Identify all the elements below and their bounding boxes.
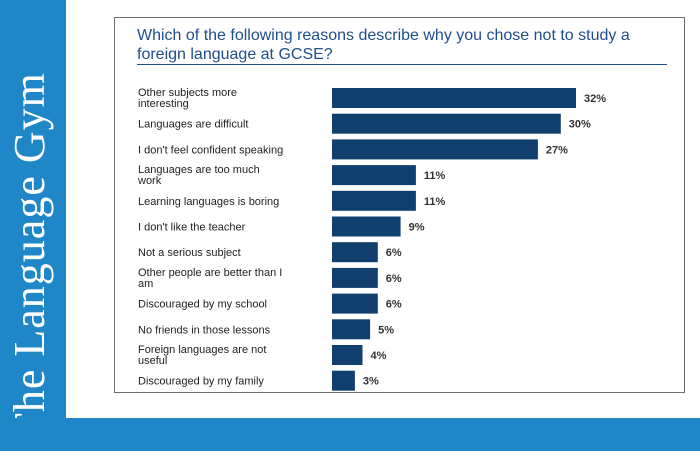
bar-7 [332,267,378,288]
category-label-2: I don't feel confident speaking [138,144,283,156]
bar-1 [332,113,561,134]
category-label-11: Discouraged by my family [138,376,264,388]
bar-chart: 32% Other subjects more interesting 30% Lang… [137,87,606,391]
brand-sidebar: The Language Gym [0,0,66,451]
title-divider [137,64,667,65]
category-label-1: Languages are difficult [138,119,249,131]
bottom-band [0,418,700,451]
bar-6 [332,242,378,263]
category-label-0: Other subjects more interesting [138,87,237,110]
bar-10 [332,345,363,365]
bar-4 [332,190,416,211]
category-label-10: Foreign languages are not useful [138,344,266,367]
category-label-3: Languages are too much work [137,164,260,187]
data-label-6: 6% [386,247,402,259]
bar-11 [332,370,355,391]
data-label-5: 9% [409,222,425,234]
brand-title: The Language Gym [5,72,54,440]
data-label-1: 30% [569,119,591,131]
category-label-5: I don't like the teacher [138,222,246,234]
category-label-6: Not a serious subject [138,247,241,259]
bar-2 [332,139,538,160]
data-label-9: 5% [378,324,394,336]
data-label-3: 11% [424,170,446,182]
bar-8 [332,293,378,314]
data-label-7: 6% [386,273,402,285]
data-label-8: 6% [386,299,402,311]
bar-9 [332,319,371,340]
chart-card: Which of the following reasons describe … [114,17,685,393]
category-label-8: Discouraged by my school [138,299,267,311]
category-label-4: Learning languages is boring [138,196,279,208]
data-label-4: 11% [424,196,446,208]
bar-0 [332,88,576,108]
bar-3 [332,165,416,186]
data-label-10: 4% [371,350,387,362]
data-label-11: 3% [363,376,379,388]
bar-5 [332,216,401,237]
category-label-9: No friends in those lessons [138,324,271,336]
data-label-2: 27% [546,144,568,156]
data-label-0: 32% [584,93,606,105]
chart-title: Which of the following reasons describe … [137,27,630,63]
